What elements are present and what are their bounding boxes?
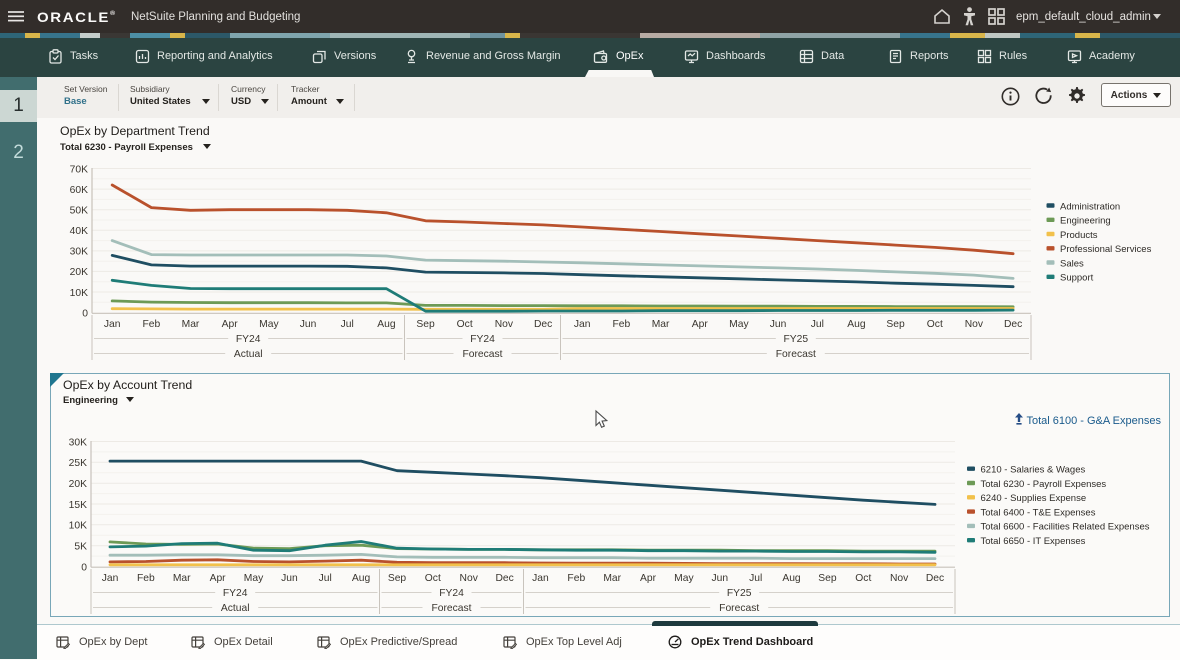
svg-text:Dec: Dec (1004, 319, 1022, 330)
svg-text:70K: 70K (70, 164, 88, 175)
svg-text:Support: Support (1060, 273, 1094, 284)
svg-text:Total 6650 - IT Expenses: Total 6650 - IT Expenses (981, 536, 1086, 547)
svg-text:Aug: Aug (377, 319, 396, 330)
svg-text:Total 6400 - T&E Expenses: Total 6400 - T&E Expenses (981, 507, 1096, 518)
svg-text:Dec: Dec (926, 573, 944, 584)
svg-text:Jun: Jun (281, 573, 298, 584)
svg-text:Nov: Nov (890, 573, 909, 584)
svg-text:FY24: FY24 (470, 334, 495, 345)
svg-text:60K: 60K (70, 185, 88, 196)
svg-text:Mar: Mar (603, 573, 621, 584)
svg-text:FY25: FY25 (727, 588, 752, 599)
svg-text:Oct: Oct (927, 319, 943, 330)
svg-text:Sep: Sep (416, 319, 435, 330)
svg-text:20K: 20K (69, 479, 87, 490)
svg-text:Aug: Aug (782, 573, 801, 584)
svg-text:0: 0 (82, 308, 88, 319)
svg-text:Oct: Oct (425, 573, 441, 584)
svg-text:6210 - Salaries & Wages: 6210 - Salaries & Wages (981, 465, 1086, 476)
svg-text:Mar: Mar (173, 573, 191, 584)
svg-text:Feb: Feb (567, 573, 585, 584)
svg-text:Sep: Sep (388, 573, 407, 584)
svg-text:Sep: Sep (818, 573, 837, 584)
svg-text:10K: 10K (70, 288, 88, 299)
svg-text:FY25: FY25 (783, 334, 808, 345)
svg-text:Jan: Jan (532, 573, 549, 584)
svg-text:May: May (729, 319, 749, 330)
svg-text:Jul: Jul (341, 319, 354, 330)
svg-text:40K: 40K (70, 226, 88, 237)
svg-text:Feb: Feb (613, 319, 631, 330)
svg-text:May: May (259, 319, 279, 330)
svg-text:Forecast: Forecast (462, 349, 502, 360)
svg-text:Jan: Jan (102, 573, 119, 584)
svg-text:Mar: Mar (652, 319, 670, 330)
svg-text:Dec: Dec (534, 319, 552, 330)
svg-text:FY24: FY24 (223, 588, 248, 599)
svg-text:Actual: Actual (234, 349, 263, 360)
svg-text:Jun: Jun (300, 319, 317, 330)
svg-text:Feb: Feb (143, 319, 161, 330)
svg-text:10K: 10K (69, 521, 87, 532)
svg-text:Administration: Administration (1060, 201, 1120, 212)
svg-text:Forecast: Forecast (776, 349, 816, 360)
svg-text:Aug: Aug (352, 573, 371, 584)
svg-text:Apr: Apr (222, 319, 239, 330)
svg-text:0: 0 (81, 562, 87, 573)
svg-text:Jul: Jul (319, 573, 332, 584)
svg-text:Oct: Oct (457, 319, 473, 330)
svg-text:Professional Services: Professional Services (1060, 244, 1152, 255)
svg-text:May: May (674, 573, 694, 584)
svg-text:Nov: Nov (965, 319, 984, 330)
svg-text:6240 - Supplies Expense: 6240 - Supplies Expense (981, 493, 1087, 504)
svg-text:Jun: Jun (711, 573, 728, 584)
svg-text:Apr: Apr (210, 573, 227, 584)
svg-text:Sep: Sep (886, 319, 905, 330)
svg-text:Oct: Oct (855, 573, 871, 584)
svg-text:Products: Products (1060, 230, 1098, 241)
svg-text:Dec: Dec (495, 573, 513, 584)
svg-text:Feb: Feb (137, 573, 155, 584)
svg-text:30K: 30K (70, 247, 88, 258)
svg-text:Engineering: Engineering (1060, 216, 1111, 227)
svg-text:Sales: Sales (1060, 258, 1084, 269)
svg-text:Apr: Apr (640, 573, 657, 584)
svg-text:Apr: Apr (692, 319, 709, 330)
svg-text:Forecast: Forecast (719, 603, 759, 614)
svg-text:Jul: Jul (811, 319, 824, 330)
svg-text:30K: 30K (69, 437, 87, 448)
svg-text:Jan: Jan (104, 319, 121, 330)
svg-text:5K: 5K (74, 542, 87, 553)
svg-text:Mar: Mar (182, 319, 200, 330)
svg-text:Aug: Aug (847, 319, 866, 330)
svg-text:25K: 25K (69, 458, 87, 469)
svg-text:FY24: FY24 (439, 588, 464, 599)
svg-text:Total 6600 - Facilities Relate: Total 6600 - Facilities Related Expenses (981, 522, 1150, 533)
svg-text:20K: 20K (70, 267, 88, 278)
svg-text:Actual: Actual (221, 603, 250, 614)
svg-text:Jan: Jan (574, 319, 591, 330)
svg-text:Jul: Jul (749, 573, 762, 584)
svg-text:Forecast: Forecast (431, 603, 471, 614)
svg-text:Nov: Nov (460, 573, 479, 584)
svg-text:Nov: Nov (495, 319, 514, 330)
svg-text:Total 6230 - Payroll Expenses: Total 6230 - Payroll Expenses (981, 479, 1107, 490)
svg-text:May: May (244, 573, 264, 584)
svg-text:15K: 15K (69, 500, 87, 511)
svg-text:50K: 50K (70, 206, 88, 217)
svg-text:FY24: FY24 (236, 334, 261, 345)
svg-text:Jun: Jun (770, 319, 787, 330)
